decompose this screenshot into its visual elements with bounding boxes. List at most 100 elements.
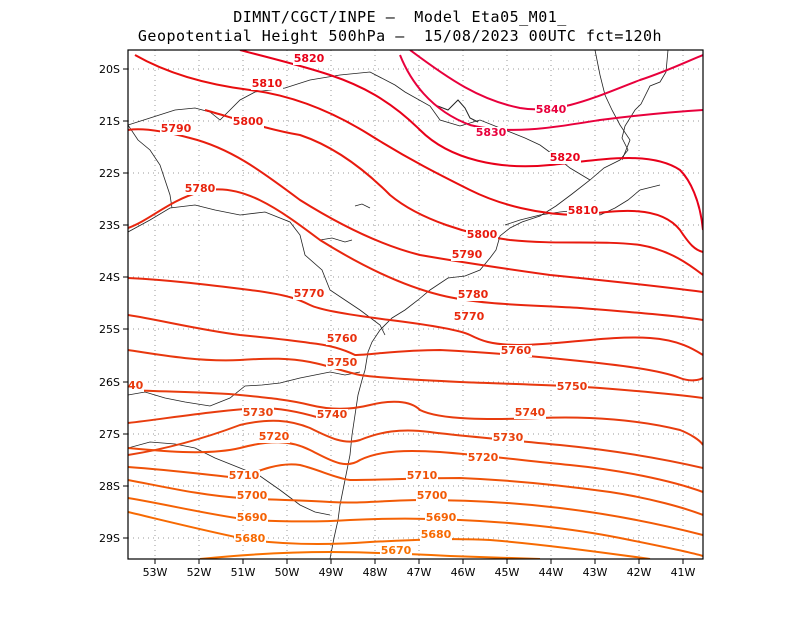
- contour-label: 5780: [185, 182, 216, 195]
- contour-label: 5750: [327, 356, 358, 369]
- contour-label-bg: [236, 512, 268, 524]
- map-title-line-1: DIMNT/CGCT/INPE – Model Eta05_M01_: [233, 8, 567, 26]
- contour-label: 5780: [458, 288, 489, 301]
- contour-label-bg: [326, 357, 358, 369]
- lon-label: 45W: [495, 566, 520, 579]
- contour-label-bg: [514, 407, 546, 419]
- geopotential-height-contours: [128, 50, 703, 559]
- lon-label: 43W: [583, 566, 608, 579]
- contour-label: 5760: [327, 332, 358, 345]
- lake-patch-3: [354, 203, 371, 209]
- contour-5690: [128, 497, 703, 557]
- contour-label-bg: [457, 289, 489, 301]
- contour-label: 5810: [252, 77, 283, 90]
- contour-label: 5740: [113, 379, 144, 392]
- contour-label-bg: [258, 431, 290, 443]
- contour-5750: [128, 349, 703, 399]
- contour-label-bg: [475, 127, 507, 139]
- contour-5720: [128, 441, 703, 493]
- contour-label-bg: [293, 288, 325, 300]
- contour-5730: [128, 419, 703, 469]
- contour-label: 5690: [426, 511, 457, 524]
- contour-label-bg: [535, 104, 567, 116]
- contour-label: 5680: [421, 528, 452, 541]
- contour-5800: [204, 109, 703, 276]
- axis-ticks: [123, 68, 684, 564]
- contour-label-bg: [232, 116, 264, 128]
- lat-label: 27S: [99, 428, 120, 441]
- contour-5840: [409, 50, 703, 111]
- contour-label: 5800: [233, 115, 264, 128]
- contour-label: 5670: [381, 544, 412, 557]
- contour-label-bg: [420, 529, 452, 541]
- contour-label: 5820: [294, 52, 325, 65]
- lake-patch-2: [319, 237, 353, 243]
- contour-5760: [128, 314, 703, 382]
- contour-label: 5730: [243, 406, 274, 419]
- lat-label: 20S: [99, 63, 120, 76]
- coastline: [329, 50, 669, 559]
- contour-label-bg: [242, 407, 274, 419]
- contour-5790: [128, 128, 703, 293]
- map-frame: [127, 49, 704, 560]
- contour-label-bg: [228, 470, 260, 482]
- contour-label: 5700: [237, 489, 268, 502]
- contour-label: 5750: [557, 380, 588, 393]
- lon-label: 53W: [143, 566, 168, 579]
- contour-label: 5710: [407, 469, 438, 482]
- lon-label: 51W: [231, 566, 256, 579]
- lon-label: 49W: [319, 566, 344, 579]
- contour-label-bg: [236, 490, 268, 502]
- contour-label: 5810: [568, 204, 599, 217]
- contour-label: 5840: [536, 103, 567, 116]
- contour-label: 5790: [452, 248, 483, 261]
- coastline-and-state-borders: [128, 50, 669, 559]
- contour-5680: [128, 511, 651, 559]
- contour-label: 5770: [294, 287, 325, 300]
- state-border-mg-es: [594, 50, 631, 161]
- contour-label-bg: [316, 409, 348, 421]
- contour-label-bg: [500, 345, 532, 357]
- map-title-line-2: Geopotential Height 500hPa – 15/08/2023 …: [137, 27, 663, 45]
- contour-label-bg: [128, 380, 144, 392]
- contour-label-bg: [492, 432, 524, 444]
- contour-label: 5820: [550, 151, 581, 164]
- contour-label-bg: [416, 490, 448, 502]
- lat-lon-grid: [128, 50, 703, 559]
- contour-label-bg: [453, 311, 485, 323]
- contour-label: 5740: [317, 408, 348, 421]
- contour-5700: [128, 479, 703, 536]
- contour-label: 5770: [454, 310, 485, 323]
- contour-label-bg: [160, 123, 192, 135]
- contour-5810: [134, 54, 703, 253]
- contour-label-bg: [466, 229, 498, 241]
- lon-label: 48W: [363, 566, 388, 579]
- contour-label-bg: [451, 249, 483, 261]
- contour-label: 5800: [467, 228, 498, 241]
- contour-label-bg: [380, 545, 412, 557]
- contour-label: 5730: [493, 431, 524, 444]
- contour-label-bg: [549, 152, 581, 164]
- contour-label-group: 5840 5830 5820 5820 5810 5810 5800 5800 5790 5790…: [113, 52, 599, 557]
- state-border-ms-sp: [128, 124, 173, 209]
- lat-label: 25S: [99, 323, 120, 336]
- lon-label: 42W: [627, 566, 652, 579]
- lat-label: 22S: [99, 167, 120, 180]
- lon-label: 50W: [275, 566, 300, 579]
- contour-label: 5760: [501, 344, 532, 357]
- lon-label: 44W: [539, 566, 564, 579]
- lat-label: 29S: [99, 532, 120, 545]
- contour-label-bg: [234, 533, 266, 545]
- contour-label: 5720: [259, 430, 290, 443]
- lon-label: 46W: [451, 566, 476, 579]
- contour-label-bg: [425, 512, 457, 524]
- lat-label: 21S: [99, 115, 120, 128]
- lon-label: 52W: [187, 566, 212, 579]
- lake-patch-1: [419, 89, 479, 123]
- lat-label: 23S: [99, 219, 120, 232]
- lat-label: 28S: [99, 480, 120, 493]
- state-border-mg-sp: [128, 71, 591, 181]
- contour-label: 5710: [229, 469, 260, 482]
- lon-label: 41W: [671, 566, 696, 579]
